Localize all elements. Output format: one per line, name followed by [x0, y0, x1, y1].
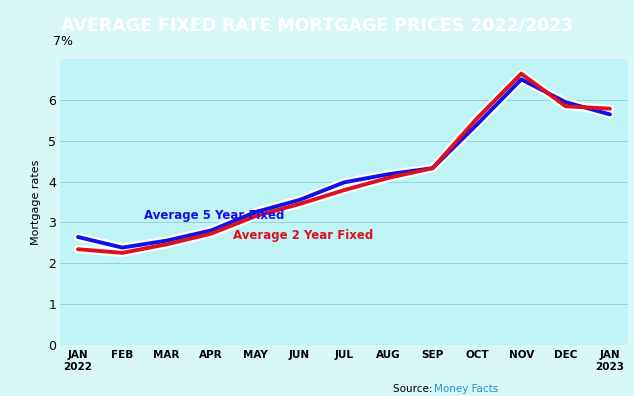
- Text: AVERAGE FIXED RATE MORTGAGE PRICES 2022/2023: AVERAGE FIXED RATE MORTGAGE PRICES 2022/…: [61, 17, 573, 35]
- Text: Money Facts: Money Facts: [434, 384, 498, 394]
- Text: 7%: 7%: [53, 35, 74, 48]
- Y-axis label: Mortgage rates: Mortgage rates: [31, 159, 41, 245]
- Text: Average 2 Year Fixed: Average 2 Year Fixed: [233, 229, 373, 242]
- Text: Source:: Source:: [393, 384, 436, 394]
- Text: Average 5 Year Fixed: Average 5 Year Fixed: [145, 209, 285, 222]
